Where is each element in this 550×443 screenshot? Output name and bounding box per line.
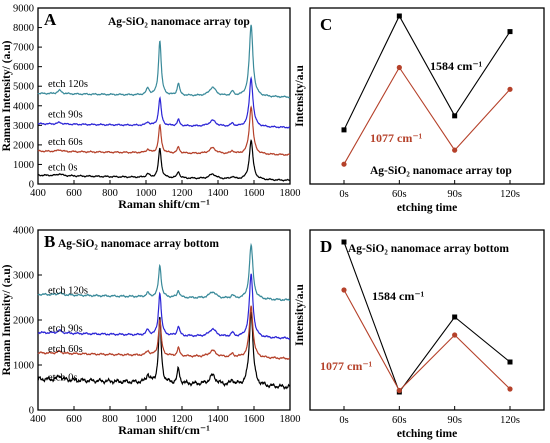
series-line-etch-60s [37, 105, 291, 156]
series-label: etch 90s [48, 110, 83, 121]
series-label: etch 90s [48, 324, 83, 335]
y-tick-label: 4000 [13, 226, 34, 237]
series-label: 1077 cm⁻¹ [370, 131, 423, 145]
data-point [507, 86, 513, 92]
series-label: etch 120s [48, 79, 88, 90]
plot-frame-d [309, 229, 545, 411]
data-point [396, 13, 402, 19]
series-line-etch-0s [37, 138, 291, 182]
series-line-etch-120s [37, 24, 291, 99]
series-label: etch 60s [48, 344, 83, 355]
x-axis-label: Raman shift/cm⁻¹ [118, 423, 210, 437]
x-tick-label: 400 [30, 188, 46, 199]
x-tick-label: 1400 [208, 188, 229, 199]
data-point [341, 239, 347, 245]
data-point [507, 359, 513, 365]
x-tick-label: 0s [339, 415, 348, 426]
series-label: etch 60s [48, 137, 83, 148]
x-tick-label: 60s [392, 415, 407, 426]
x-tick-label: 1600 [244, 414, 265, 425]
x-tick-label: 600 [66, 188, 82, 199]
y-tick-label: 9000 [13, 4, 34, 15]
plot-frame-a [37, 7, 291, 185]
y-tick-label: 5000 [13, 82, 34, 93]
y-tick-label: 1000 [13, 160, 34, 171]
x-tick-label: 60s [392, 189, 407, 200]
data-point [341, 287, 347, 293]
series-line-1077 [343, 289, 511, 392]
y-tick-label: 7000 [13, 43, 34, 54]
x-tick-label: 90s [447, 189, 462, 200]
series-label: 1584 cm⁻¹ [372, 289, 425, 303]
chart-title: Ag-SiO₂ nanomace array top [108, 16, 250, 28]
chart-title: Ag-SiO₂ nanomace array bottom [348, 243, 509, 255]
x-tick-label: 800 [102, 414, 118, 425]
y-axis-label: Intensity/a.u [294, 284, 306, 346]
x-tick-label: 800 [102, 188, 118, 199]
x-tick-label: 1200 [172, 414, 193, 425]
series-label: 1077 cm⁻¹ [320, 359, 373, 373]
chart-title: Ag-SiO₂ nanomace array bottom [58, 238, 219, 250]
series-label: etch 0s [48, 162, 77, 173]
panel-letter: C [320, 15, 332, 34]
y-tick-label: 4000 [13, 101, 34, 112]
panel-letter: B [44, 232, 55, 251]
y-tick-label: 8000 [13, 23, 34, 34]
data-point [452, 314, 458, 320]
y-tick-label: 6000 [13, 62, 34, 73]
x-tick-label: 1800 [280, 188, 301, 199]
x-tick-label: 400 [30, 414, 46, 425]
x-tick-label: 1400 [208, 414, 229, 425]
data-point [396, 387, 402, 394]
data-point [452, 147, 458, 153]
x-tick-label: 120s [500, 415, 520, 426]
series-line-etch-120s [37, 242, 291, 302]
series-line-1584 [343, 241, 511, 394]
series-line-1077 [343, 66, 511, 165]
series-line-etch-90s [37, 76, 290, 129]
series-line-1584 [343, 14, 511, 131]
x-tick-label: 90s [447, 415, 462, 426]
data-point [507, 29, 513, 35]
x-axis-label: etching time [397, 428, 457, 440]
x-tick-label: 1000 [136, 414, 157, 425]
x-tick-label: 1000 [136, 188, 157, 199]
series-label: etch 120s [48, 285, 88, 296]
chart-title: Ag-SiO₂ nanomace array top [370, 165, 512, 177]
x-axis-label: Raman shift/cm⁻¹ [118, 197, 210, 211]
y-axis-label: Raman Intensity/ (a.u) [1, 264, 13, 375]
y-tick-label: 1000 [13, 361, 34, 372]
x-axis-label: etching time [397, 202, 457, 214]
y-axis-label: Raman Intensity/ (a.u) [1, 40, 13, 151]
x-tick-label: 120s [500, 189, 520, 200]
series-line-etch-0s [37, 311, 291, 391]
x-tick-label: 600 [66, 414, 82, 425]
y-tick-label: 0 [29, 406, 34, 417]
y-tick-label: 3000 [13, 121, 34, 132]
y-tick-label: 3000 [13, 271, 34, 282]
panel-letter: A [44, 10, 57, 29]
plot-frame-c [309, 7, 545, 185]
y-tick-label: 2000 [13, 316, 34, 327]
series-label: 1584 cm⁻¹ [430, 59, 483, 73]
y-tick-label: 2000 [13, 140, 34, 151]
x-tick-label: 1600 [244, 188, 265, 199]
data-point [341, 161, 347, 167]
x-tick-label: 1800 [280, 414, 301, 425]
y-axis-label: Intensity/a.u [294, 65, 306, 127]
data-point [341, 127, 347, 133]
series-label: etch 0s [48, 372, 77, 383]
data-point [452, 332, 458, 338]
y-tick-label: 0 [29, 180, 34, 191]
series-line-etch-60s [37, 305, 291, 360]
data-point [396, 64, 402, 71]
data-point [507, 386, 513, 392]
data-point [452, 113, 458, 119]
x-tick-label: 0s [339, 189, 348, 200]
x-tick-label: 1200 [172, 188, 193, 199]
series-line-etch-90s [37, 273, 291, 341]
panel-letter: D [320, 237, 332, 256]
